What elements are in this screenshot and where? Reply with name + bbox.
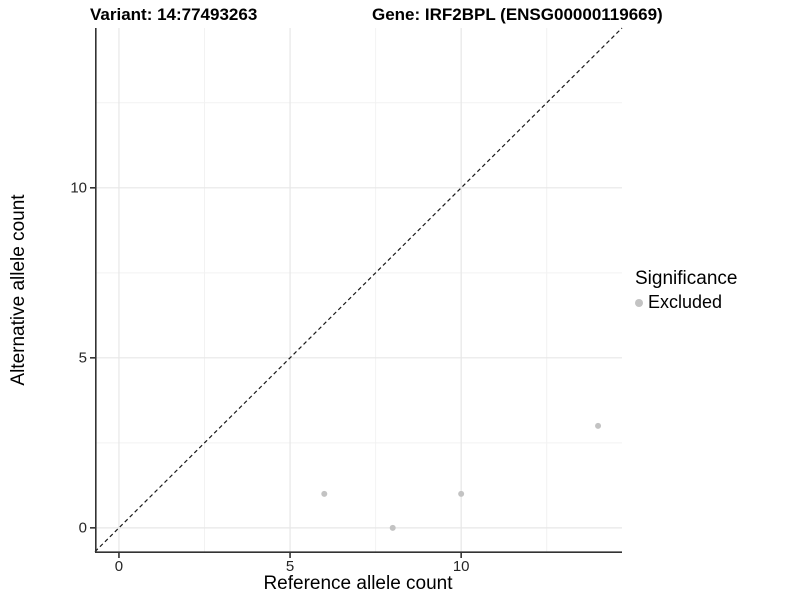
identity-reference-line (94, 27, 623, 553)
y-tick-label: 5 (78, 349, 87, 367)
plot-panel (90, 27, 623, 558)
data-point (595, 422, 602, 429)
y-tick-label: 10 (70, 179, 87, 197)
y-tick-label: 0 (78, 519, 87, 537)
gene-title: Gene: IRF2BPL (ENSG00000119669) (372, 5, 663, 24)
legend-title: Significance (635, 268, 738, 289)
x-axis-title: Reference allele count (263, 573, 453, 594)
data-point (389, 524, 396, 531)
legend-item-excluded: Excluded (635, 292, 737, 313)
data-point (458, 490, 465, 497)
legend-item-label: Excluded (648, 292, 723, 312)
y-axis-title: Alternative allele count (8, 194, 29, 386)
x-tick-label: 5 (285, 558, 295, 575)
x-tick-label: 10 (452, 558, 470, 575)
excluded-point-icon (635, 298, 643, 307)
data-point (321, 490, 328, 497)
x-tick-label: 0 (114, 558, 124, 575)
variant-title: Variant: 14:77493263 (90, 5, 258, 24)
legend: Significance Excluded (635, 268, 737, 313)
